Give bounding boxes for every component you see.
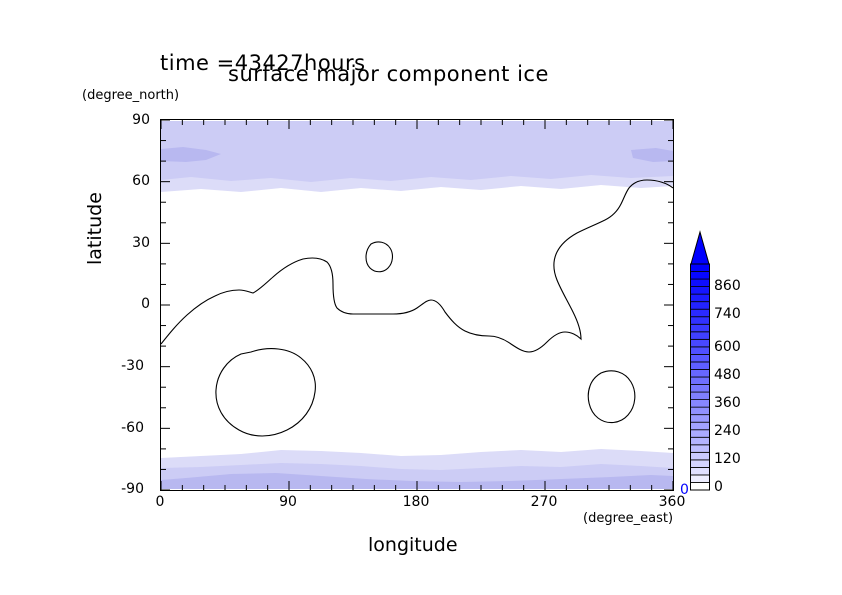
- colorbar-band: [690, 278, 710, 287]
- y-axis-units-label: (degree_north): [82, 88, 180, 103]
- colorbar-label-0: 0: [714, 479, 723, 495]
- colorbar-band: [690, 286, 710, 295]
- colorbar-band: [690, 301, 710, 310]
- colorbar-band: [690, 331, 710, 340]
- contour-oval-southeast: [587, 370, 636, 424]
- x-tick-label-90: 90: [279, 494, 297, 510]
- colorbar-band: [690, 308, 710, 318]
- x-tick-label-0: 0: [155, 494, 165, 510]
- colorbar-band: [690, 323, 710, 333]
- plot-title-variable: surface major component ice: [228, 62, 549, 86]
- colorbar-outline: [690, 263, 710, 491]
- x-axis-title: longitude: [368, 534, 458, 556]
- colorbar-label-120: 120: [714, 451, 741, 467]
- x-axis-units-label: (degree_east): [583, 511, 674, 526]
- contour-lines: [161, 179, 673, 437]
- north-ice-band-mid: [161, 121, 673, 182]
- colorbar-label-480: 480: [714, 367, 741, 383]
- y-tick-label-60: 60: [132, 173, 150, 189]
- colorbar-label-600: 600: [714, 339, 741, 355]
- colorbar-band: [690, 406, 710, 416]
- colorbar-band: [690, 414, 710, 423]
- contour-small-oval-north: [365, 241, 393, 273]
- y-tick-label-30: 30: [132, 235, 150, 251]
- colorbar-band: [690, 436, 710, 446]
- y-tick-label-m90: -90: [121, 481, 144, 497]
- colorbar-band: [690, 354, 710, 363]
- plot-area: [160, 119, 674, 491]
- axis-tick-marks: [161, 120, 673, 490]
- north-ice-band-inner: [161, 147, 221, 162]
- colorbar-label-240: 240: [714, 423, 741, 439]
- colorbar-top-arrow: [690, 230, 710, 265]
- y-tick-label-90: 90: [132, 112, 150, 128]
- colorbar-band: [690, 293, 710, 303]
- colorbar-label-860: 860: [714, 278, 741, 294]
- colorbar-band: [690, 346, 710, 355]
- y-tick-label-m30: -30: [121, 358, 144, 374]
- colorbar-label-360: 360: [714, 395, 741, 411]
- colorbar-band: [690, 459, 710, 468]
- colorbar-bands: [690, 263, 710, 491]
- colorbar-band: [690, 271, 710, 280]
- north-polar-ice-fill: [161, 121, 673, 192]
- x-tick-label-270: 270: [530, 494, 558, 510]
- colorbar-band: [690, 361, 710, 370]
- contour-oval-southwest: [215, 348, 316, 437]
- x-tick-label-360: 360: [658, 494, 686, 510]
- colorbar-gradient: [690, 230, 710, 491]
- y-tick-label-m60: -60: [121, 420, 144, 436]
- north-ice-band-inner-east: [631, 148, 673, 162]
- colorbar-band: [690, 482, 710, 491]
- colorbar-band: [690, 316, 710, 325]
- map-contour-plot: [161, 120, 673, 490]
- colorbar-band: [690, 391, 710, 400]
- colorbar-band: [690, 376, 710, 385]
- colorbar-band: [690, 369, 710, 378]
- colorbar-ghost-zero-marker: 0: [680, 482, 689, 498]
- colorbar-band: [690, 338, 710, 348]
- x-tick-label-180: 180: [402, 494, 430, 510]
- colorbar-band: [690, 466, 710, 476]
- plot-title-time: time =43427hours: [160, 51, 366, 75]
- colorbar-band: [690, 384, 710, 393]
- colorbar-band: [690, 444, 710, 453]
- y-tick-label-0: 0: [141, 296, 150, 312]
- colorbar-label-740: 740: [714, 306, 741, 322]
- colorbar-band: [690, 429, 710, 438]
- colorbar-band: [690, 263, 710, 272]
- colorbar-band: [690, 421, 710, 431]
- colorbar: [689, 230, 713, 491]
- colorbar-band: [690, 451, 710, 461]
- y-axis-title: latitude: [84, 192, 106, 265]
- colorbar-band: [690, 474, 710, 483]
- contour-main-zero: [161, 179, 673, 353]
- colorbar-band: [690, 399, 710, 408]
